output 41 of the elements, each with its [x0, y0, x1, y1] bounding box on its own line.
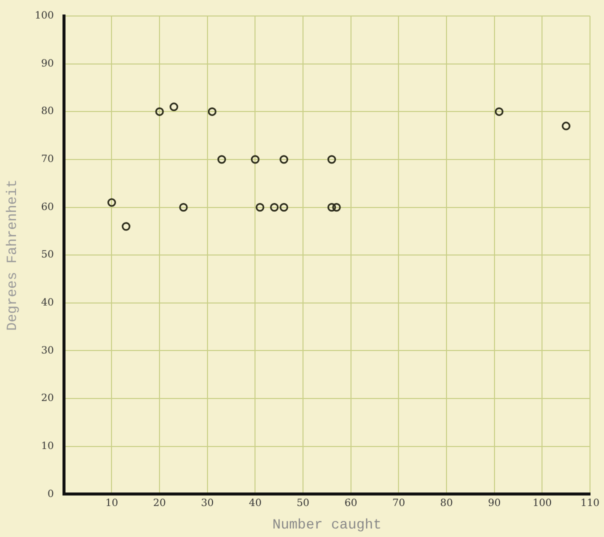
y-tick-label: 30	[41, 345, 54, 356]
point	[179, 202, 188, 212]
y-tick-label: 90	[41, 58, 54, 70]
x-tick-label: 60	[344, 498, 358, 509]
point	[217, 155, 226, 164]
point	[122, 222, 130, 231]
y-tick-label: 60	[41, 202, 54, 213]
point	[562, 122, 570, 130]
x-tick-label: 20	[153, 498, 166, 509]
x-tick-label: 100	[532, 498, 552, 509]
point	[332, 202, 341, 212]
point	[208, 107, 216, 116]
point	[250, 155, 260, 164]
point	[327, 202, 336, 212]
x-axis-title: Number caught	[272, 517, 382, 534]
x-tick-label: 90	[488, 498, 501, 509]
y-tick-label: 50	[41, 250, 54, 261]
y-tick-label: 40	[41, 298, 54, 309]
y-tick-label: 0	[48, 488, 54, 500]
y-tick-label: 20	[41, 393, 54, 404]
point	[327, 155, 336, 164]
point	[494, 107, 504, 116]
x-tick-label: 40	[248, 498, 262, 509]
y-tick-label: 10	[41, 440, 54, 452]
x-tick-label: 80	[440, 498, 453, 509]
point	[280, 155, 288, 164]
y-axis-title: Degrees Fahrenheit	[5, 179, 22, 331]
x-tick-label: 10	[105, 498, 118, 509]
y-tick-label: 100	[34, 10, 54, 22]
x-tick-label: 70	[392, 498, 406, 509]
point	[170, 102, 178, 112]
x-tick-label: 30	[201, 498, 214, 509]
x-tick-label: 110	[580, 498, 600, 509]
point	[280, 202, 288, 212]
point	[107, 198, 116, 207]
point	[270, 202, 279, 212]
point	[155, 107, 164, 116]
y-tick-label: 80	[41, 106, 54, 118]
x-tick-label: 50	[296, 498, 310, 509]
point	[256, 202, 264, 212]
y-tick-label: 70	[41, 154, 54, 166]
